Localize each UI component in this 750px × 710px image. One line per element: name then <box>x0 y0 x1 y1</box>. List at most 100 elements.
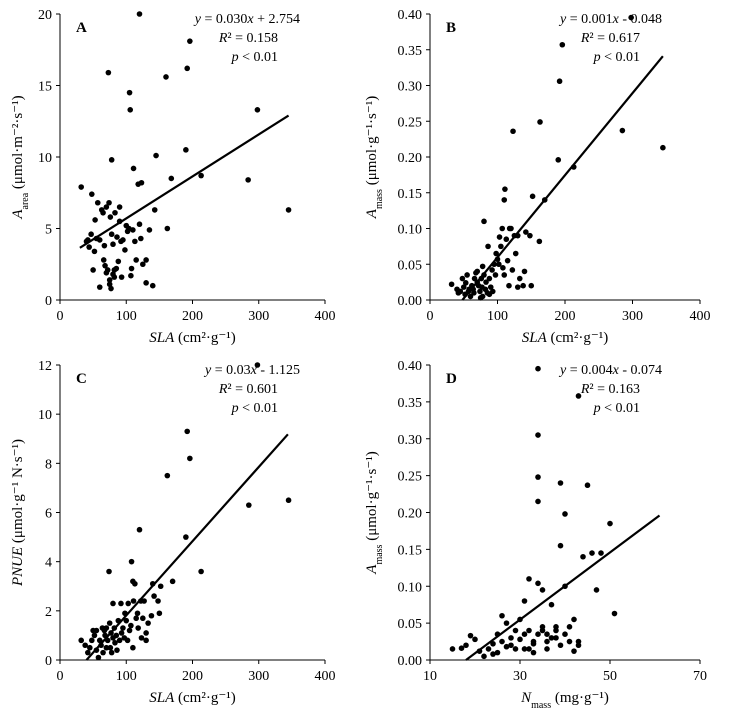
data-point <box>157 583 164 590</box>
regression-line <box>85 433 289 661</box>
y-tick-label: 0.20 <box>398 151 423 166</box>
data-point <box>246 502 252 508</box>
data-point <box>508 225 514 232</box>
data-point <box>136 11 143 17</box>
data-point <box>529 193 536 200</box>
data-point <box>125 600 132 607</box>
data-point <box>169 578 176 585</box>
data-point <box>285 497 292 504</box>
p-value: p < 0.01 <box>231 50 278 65</box>
data-point <box>493 250 499 257</box>
y-axis-title: PNUE (μmol·g⁻¹ N·s⁻¹) <box>10 439 26 587</box>
y-tick-label: 20 <box>38 8 52 23</box>
y-tick-label: 0.00 <box>398 654 423 669</box>
data-point <box>535 432 541 438</box>
data-point <box>130 598 137 604</box>
data-point <box>492 272 499 278</box>
data-point <box>151 593 157 599</box>
data-point <box>130 644 136 651</box>
data-point <box>544 631 550 637</box>
y-tick-label: 0.20 <box>398 507 423 522</box>
x-tick-label: 50 <box>603 669 617 684</box>
data-point <box>512 250 519 257</box>
data-point <box>106 277 113 283</box>
data-point <box>499 225 506 232</box>
data-point <box>143 280 149 286</box>
data-point <box>566 638 573 645</box>
data-point <box>164 225 171 232</box>
data-point <box>503 620 510 626</box>
data-point <box>82 642 88 649</box>
data-point <box>544 646 550 652</box>
data-point <box>481 653 487 660</box>
data-point <box>122 247 128 253</box>
data-point <box>126 89 133 96</box>
data-point <box>530 649 537 656</box>
data-point <box>512 646 519 652</box>
y-tick-label: 0.25 <box>398 115 423 130</box>
x-tick-label: 400 <box>690 309 711 324</box>
data-point <box>521 646 528 652</box>
data-point <box>106 199 112 206</box>
y-tick-label: 0.00 <box>398 294 423 309</box>
data-point <box>526 576 532 582</box>
data-point <box>105 69 112 76</box>
data-point <box>114 647 120 653</box>
data-point <box>571 616 577 623</box>
data-point <box>477 288 483 295</box>
y-tick-label: 10 <box>38 151 52 166</box>
data-point <box>103 204 110 210</box>
data-point <box>133 615 139 622</box>
regression-line <box>465 514 661 661</box>
panel-letter: B <box>446 20 456 36</box>
data-point <box>496 234 503 240</box>
data-point <box>245 177 251 183</box>
data-point <box>136 221 143 228</box>
p-value: p < 0.01 <box>593 50 640 65</box>
data-point <box>512 627 519 634</box>
data-point <box>504 257 511 264</box>
data-point <box>544 638 550 645</box>
y-tick-label: 10 <box>38 408 52 423</box>
x-tick-label: 400 <box>315 309 336 324</box>
data-point <box>100 209 106 216</box>
data-point <box>254 362 261 368</box>
data-point <box>530 640 537 647</box>
r-squared: R² = 0.617 <box>580 31 640 46</box>
data-point <box>548 635 555 641</box>
regression-line <box>461 55 664 301</box>
x-tick-label: 200 <box>555 309 576 324</box>
data-point <box>517 636 523 643</box>
x-tick-label: 0 <box>57 669 64 684</box>
data-point <box>95 654 102 661</box>
data-point <box>479 293 486 300</box>
data-point <box>535 580 541 587</box>
data-point <box>467 632 474 639</box>
x-tick-label: 300 <box>248 669 269 684</box>
data-point <box>108 231 115 238</box>
x-tick-label: 100 <box>487 309 508 324</box>
data-point <box>521 268 528 275</box>
data-point <box>140 615 146 622</box>
regression-equation: y = 0.030x + 2.754 <box>193 12 300 27</box>
x-tick-label: 0 <box>57 309 64 324</box>
data-point <box>571 648 577 654</box>
panel-b: 0.00 0.05 0.10 0.15 0.20 0.25 0.30 0.35 0.40 0 100… <box>398 8 711 324</box>
data-point <box>535 474 541 480</box>
y-tick-label: 5 <box>45 223 52 238</box>
p-value: p < 0.01 <box>593 401 640 416</box>
y-axis-title: Amass (μmol·g⁻¹·s⁻¹) <box>364 96 385 219</box>
panel-c: 0 2 4 6 8 10 12 0 100 200 300 400 Cy = 0.03x - 1.125… <box>38 359 336 684</box>
data-point <box>143 637 149 644</box>
data-point <box>598 550 604 556</box>
x-tick-label: 0 <box>427 309 434 324</box>
data-point <box>526 627 532 634</box>
data-point <box>106 620 113 626</box>
data-point <box>499 612 505 619</box>
data-point <box>108 157 115 163</box>
data-point <box>145 620 151 626</box>
data-point <box>523 229 529 235</box>
data-point <box>138 235 144 242</box>
